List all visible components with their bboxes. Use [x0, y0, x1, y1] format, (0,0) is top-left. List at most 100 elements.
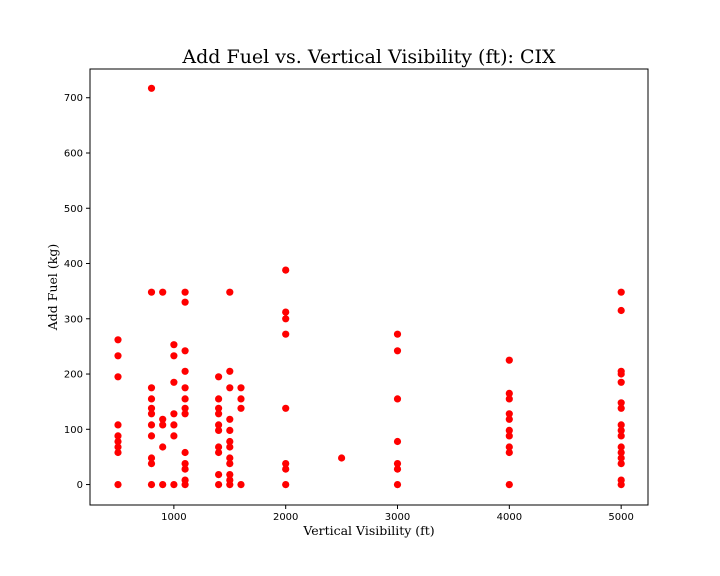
data-point — [393, 437, 402, 446]
data-point — [505, 481, 513, 489]
data-point — [282, 404, 290, 412]
data-point — [215, 481, 223, 489]
data-point — [147, 432, 156, 440]
data-point — [114, 421, 122, 429]
data-point — [237, 384, 245, 392]
data-point — [181, 367, 189, 375]
x-tick-label: 5000 — [608, 512, 633, 523]
data-point — [181, 384, 189, 392]
data-point — [617, 404, 625, 412]
data-point — [617, 476, 625, 484]
data-point — [226, 288, 234, 296]
data-point — [505, 443, 513, 451]
data-point — [114, 443, 122, 451]
data-point — [226, 443, 234, 451]
data-point — [505, 395, 513, 403]
data-point — [170, 352, 178, 360]
data-point — [181, 347, 189, 355]
x-axis-label: Vertical Visibility (ft) — [302, 523, 434, 538]
data-point — [170, 481, 178, 489]
data-point — [393, 330, 402, 338]
y-tick-label: 0 — [77, 480, 83, 491]
y-tick-label: 400 — [64, 259, 83, 270]
y-tick-label: 100 — [64, 425, 83, 436]
data-point — [159, 481, 167, 489]
data-point — [147, 410, 156, 418]
data-point — [226, 367, 234, 375]
data-point — [215, 471, 223, 479]
data-point — [181, 410, 189, 418]
data-point — [170, 421, 178, 429]
points-layer — [114, 84, 625, 489]
data-point — [226, 454, 234, 462]
x-axis-ticks: 1000 2000 3000 4000 5000 — [161, 505, 634, 523]
data-point — [282, 266, 290, 274]
data-point — [147, 404, 156, 412]
data-point — [282, 308, 290, 316]
data-point — [617, 288, 625, 296]
data-point — [617, 399, 625, 407]
data-point — [215, 395, 223, 403]
x-tick-label: 2000 — [273, 512, 298, 523]
data-point — [505, 410, 513, 418]
data-point — [114, 481, 122, 489]
data-point — [147, 84, 156, 92]
data-point — [237, 481, 245, 489]
data-point — [170, 341, 178, 349]
data-point — [181, 476, 189, 484]
data-point — [159, 443, 167, 451]
data-point — [282, 330, 290, 338]
data-point — [114, 336, 122, 344]
plot-frame — [89, 68, 649, 506]
y-tick-label: 200 — [64, 370, 83, 381]
data-point — [617, 367, 625, 375]
data-point — [215, 421, 223, 429]
data-point — [237, 404, 245, 412]
data-point — [226, 384, 234, 392]
data-point — [159, 288, 167, 296]
data-point — [617, 432, 625, 440]
data-point — [181, 448, 189, 457]
data-point — [617, 421, 625, 429]
data-point — [147, 384, 156, 392]
data-point — [617, 426, 625, 434]
data-point — [617, 454, 625, 462]
data-point — [505, 415, 513, 423]
data-point — [393, 395, 402, 403]
data-point — [393, 481, 402, 489]
y-tick-label: 500 — [64, 204, 83, 215]
x-tick-label: 3000 — [385, 512, 410, 523]
y-tick-label: 600 — [64, 148, 83, 159]
data-point — [170, 410, 178, 418]
data-point — [226, 471, 234, 479]
data-point — [114, 448, 122, 457]
data-point — [617, 306, 625, 315]
data-point — [282, 460, 290, 468]
y-axis-ticks: 0 100 200 300 400 500 600 700 — [64, 93, 90, 491]
data-point — [393, 347, 402, 355]
data-point — [114, 432, 122, 440]
data-point — [114, 373, 122, 381]
data-point — [181, 298, 189, 306]
data-point — [181, 395, 189, 403]
data-point — [237, 395, 245, 403]
data-point — [215, 373, 223, 381]
data-point — [215, 426, 223, 434]
data-point — [170, 432, 178, 440]
data-point — [159, 421, 167, 429]
data-point — [226, 460, 234, 468]
data-point — [181, 460, 189, 468]
data-point — [226, 415, 234, 423]
data-point — [170, 378, 178, 386]
y-tick-label: 300 — [64, 314, 83, 325]
data-point — [282, 481, 290, 489]
data-point — [215, 410, 223, 418]
data-point — [215, 443, 223, 451]
data-point — [338, 454, 346, 462]
data-point — [617, 443, 625, 451]
data-point — [114, 352, 122, 360]
data-point — [147, 288, 156, 296]
data-point — [226, 437, 234, 446]
data-point — [505, 389, 513, 397]
